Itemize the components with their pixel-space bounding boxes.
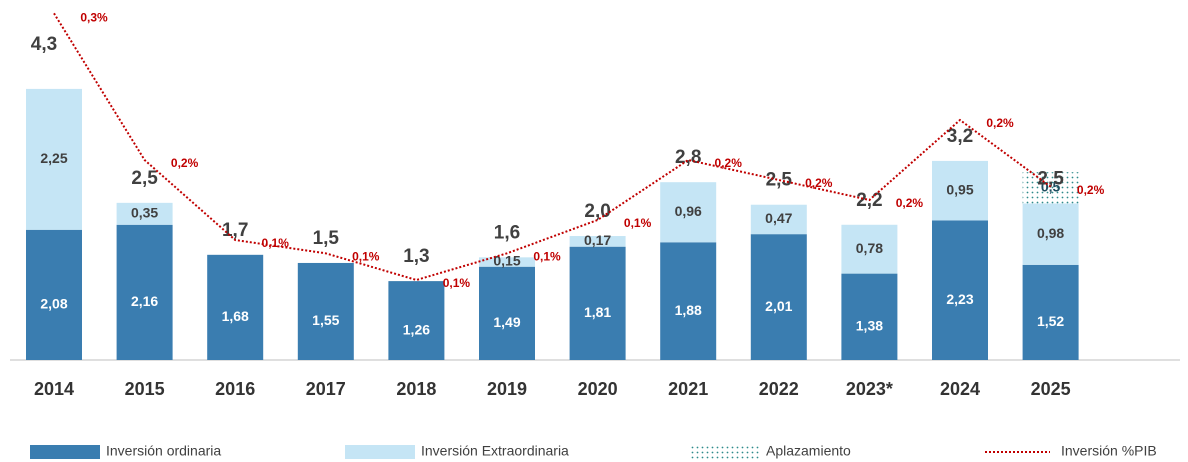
total-label: 2,5 bbox=[131, 168, 158, 189]
x-tick-label: 2021 bbox=[668, 379, 708, 399]
x-tick-label: 2014 bbox=[34, 379, 74, 399]
bar-segment bbox=[26, 229, 82, 360]
bar-value-label: 0,96 bbox=[675, 203, 702, 219]
bar-segment bbox=[660, 182, 717, 243]
bar-segment bbox=[297, 262, 354, 360]
x-tick-label: 2018 bbox=[396, 379, 436, 399]
bar-value-label: 1,81 bbox=[584, 304, 611, 320]
bar-segment bbox=[479, 257, 535, 267]
bar-value-label: 1,55 bbox=[312, 312, 339, 328]
total-label: 1,7 bbox=[222, 220, 248, 241]
bar-value-label: 1,52 bbox=[1037, 313, 1064, 329]
bar-segment bbox=[1022, 264, 1079, 360]
bar-value-label: 0,17 bbox=[584, 232, 611, 248]
x-tick-label: 2022 bbox=[759, 379, 799, 399]
x-tick-label: 2025 bbox=[1031, 379, 1071, 399]
bar-segment bbox=[116, 224, 173, 360]
bar-segment bbox=[932, 220, 988, 360]
x-tick-label: 2015 bbox=[125, 379, 165, 399]
bar-value-label: 0,5 bbox=[1041, 179, 1061, 195]
bar-value-label: 2,23 bbox=[946, 291, 973, 307]
bar-value-label: 0,95 bbox=[946, 181, 973, 197]
pib-label: 0,1% bbox=[262, 236, 290, 250]
total-label: 2,5 bbox=[1037, 168, 1064, 189]
x-tick-label: 2017 bbox=[306, 379, 346, 399]
bar-value-label: 2,25 bbox=[40, 150, 67, 166]
pib-label: 0,1% bbox=[443, 276, 471, 290]
total-label: 1,5 bbox=[313, 228, 340, 249]
bar-value-label: 2,08 bbox=[40, 296, 67, 312]
x-tick-label: 2019 bbox=[487, 379, 527, 399]
total-label: 2,8 bbox=[675, 147, 701, 168]
bar-segment bbox=[569, 246, 626, 360]
pib-label: 0,2% bbox=[986, 116, 1014, 130]
legend-label: Inversión %PIB bbox=[1061, 443, 1157, 459]
x-tick-label: 2024 bbox=[940, 379, 980, 399]
pib-line bbox=[53, 12, 1052, 282]
bar-segment bbox=[388, 281, 445, 360]
bar-segment bbox=[750, 204, 807, 235]
x-tick-label: 2023* bbox=[846, 379, 893, 399]
bar-segment bbox=[750, 234, 807, 360]
bar-segment bbox=[932, 160, 988, 221]
pib-label: 0,2% bbox=[715, 156, 743, 170]
pib-label: 0,2% bbox=[896, 196, 924, 210]
pib-label: 0,1% bbox=[624, 216, 652, 230]
bar-segment bbox=[660, 242, 717, 360]
bar-value-label: 2,16 bbox=[131, 293, 158, 309]
bar-segment bbox=[479, 266, 535, 360]
legend-swatch bbox=[690, 445, 760, 459]
total-label: 1,6 bbox=[494, 222, 520, 243]
total-label: 2,5 bbox=[766, 170, 793, 191]
bar-segment bbox=[1022, 203, 1079, 265]
bar-value-label: 1,49 bbox=[493, 314, 520, 330]
bar-segment bbox=[116, 202, 173, 225]
total-label: 3,2 bbox=[947, 126, 973, 147]
bar-value-label: 0,47 bbox=[765, 210, 792, 226]
bar-value-label: 1,26 bbox=[403, 321, 430, 337]
bar-value-label: 1,38 bbox=[856, 318, 883, 334]
total-label: 4,3 bbox=[31, 34, 57, 55]
bar-segment bbox=[841, 273, 898, 360]
bar-value-label: 1,68 bbox=[222, 308, 249, 324]
bar-value-label: 1,88 bbox=[675, 302, 702, 318]
bar-segment bbox=[841, 224, 898, 274]
x-tick-label: 2020 bbox=[578, 379, 618, 399]
bar-segment bbox=[26, 88, 82, 230]
bar-value-label: 0,35 bbox=[131, 205, 158, 221]
legend-label: Inversión ordinaria bbox=[106, 443, 221, 459]
legend-label: Aplazamiento bbox=[766, 443, 851, 459]
total-label: 1,3 bbox=[403, 246, 429, 267]
legend-swatch bbox=[30, 445, 100, 459]
legend-swatch bbox=[345, 445, 415, 459]
pib-label: 0,2% bbox=[171, 156, 199, 170]
bar-value-label: 0,98 bbox=[1037, 225, 1064, 241]
pib-label: 0,1% bbox=[352, 250, 380, 264]
pib-label: 0,2% bbox=[1077, 183, 1105, 197]
x-tick-label: 2016 bbox=[215, 379, 255, 399]
pib-label: 0,3% bbox=[80, 11, 108, 25]
legend-label: Inversión Extraordinaria bbox=[421, 443, 569, 459]
pib-label: 0,1% bbox=[533, 250, 561, 264]
total-label: 2,0 bbox=[584, 201, 610, 222]
bar-value-label: 2,01 bbox=[765, 298, 792, 314]
bar-segment bbox=[1022, 172, 1079, 204]
bar-segment bbox=[569, 236, 626, 247]
bar-segment bbox=[207, 254, 264, 360]
bar-value-label: 0,78 bbox=[856, 240, 883, 256]
bar-value-label: 0,15 bbox=[493, 253, 520, 269]
pib-label: 0,2% bbox=[805, 176, 833, 190]
